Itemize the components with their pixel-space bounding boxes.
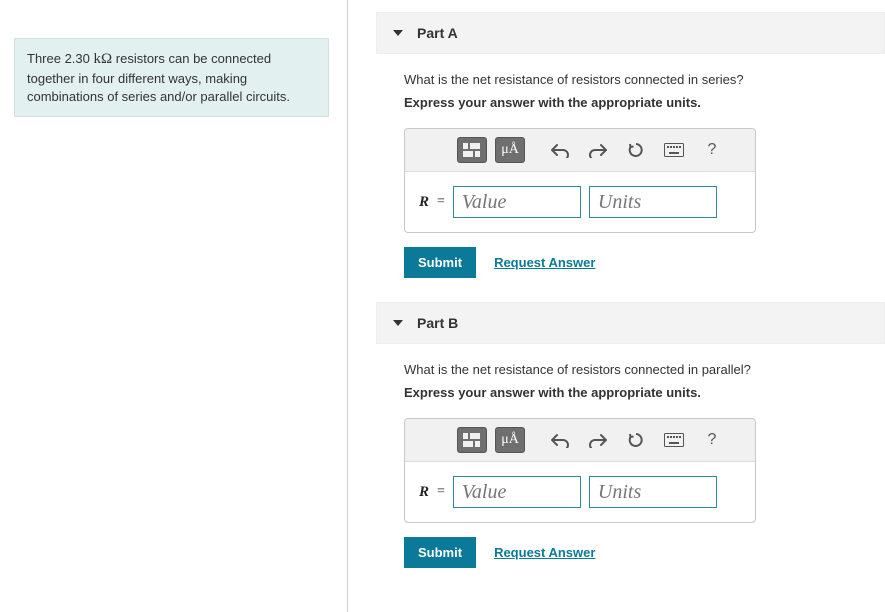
part-a-equals: = (437, 194, 445, 210)
part-a-submit-button[interactable]: Submit (404, 247, 476, 278)
part-b-answer-box: μÅ (404, 418, 756, 523)
keyboard-icon (664, 143, 684, 157)
templates-button[interactable] (457, 427, 487, 453)
part-b-instruction: Express your answer with the appropriate… (404, 385, 885, 400)
page-root: Three 2.30 kΩ resistors can be connected… (0, 0, 885, 612)
part-a-actions: Submit Request Answer (404, 247, 885, 278)
keyboard-button[interactable] (659, 137, 689, 163)
part-a-body: What is the net resistance of resistors … (376, 54, 885, 278)
part-a-title: Part A (417, 25, 458, 41)
part-a-input-row: R = (405, 172, 755, 218)
undo-button[interactable] (545, 427, 575, 453)
undo-icon (551, 142, 569, 158)
keyboard-button[interactable] (659, 427, 689, 453)
reset-icon (628, 142, 644, 158)
part-a: Part A What is the net resistance of res… (376, 12, 885, 278)
part-b-title: Part B (417, 315, 458, 331)
help-button[interactable]: ? (697, 427, 727, 453)
part-b-header[interactable]: Part B (376, 302, 885, 344)
help-button[interactable]: ? (697, 137, 727, 163)
undo-icon (551, 432, 569, 448)
help-icon-label: ? (708, 431, 717, 449)
chevron-down-icon (393, 320, 403, 326)
part-b-question: What is the net resistance of resistors … (404, 362, 885, 377)
undo-button[interactable] (545, 137, 575, 163)
templates-button[interactable] (457, 137, 487, 163)
part-b-equals: = (437, 484, 445, 500)
redo-button[interactable] (583, 427, 613, 453)
part-b-units-input[interactable] (589, 476, 717, 508)
chevron-down-icon (393, 30, 403, 36)
part-a-var-label: R (419, 194, 429, 211)
part-b-body: What is the net resistance of resistors … (376, 344, 885, 568)
problem-text-before: Three 2.30 (27, 51, 94, 66)
help-icon-label: ? (708, 141, 717, 159)
redo-button[interactable] (583, 137, 613, 163)
part-b-toolbar: μÅ (405, 419, 755, 462)
part-b-submit-button[interactable]: Submit (404, 537, 476, 568)
part-a-units-input[interactable] (589, 186, 717, 218)
right-column: Part A What is the net resistance of res… (348, 0, 885, 612)
problem-statement: Three 2.30 kΩ resistors can be connected… (14, 38, 329, 117)
part-b-value-input[interactable] (453, 476, 581, 508)
part-b-input-row: R = (405, 462, 755, 508)
keyboard-icon (664, 433, 684, 447)
redo-icon (589, 142, 607, 158)
left-column: Three 2.30 kΩ resistors can be connected… (0, 0, 348, 612)
part-b-request-answer-link[interactable]: Request Answer (494, 545, 595, 560)
part-b: Part B What is the net resistance of res… (376, 302, 885, 568)
part-a-instruction: Express your answer with the appropriate… (404, 95, 885, 110)
part-a-value-input[interactable] (453, 186, 581, 218)
templates-icon (462, 432, 482, 448)
part-a-toolbar: μÅ (405, 129, 755, 172)
part-a-header[interactable]: Part A (376, 12, 885, 54)
problem-unit-symbol: kΩ (94, 51, 113, 67)
reset-icon (628, 432, 644, 448)
redo-icon (589, 432, 607, 448)
reset-button[interactable] (621, 137, 651, 163)
units-icon-label: μÅ (501, 142, 519, 158)
reset-button[interactable] (621, 427, 651, 453)
part-b-actions: Submit Request Answer (404, 537, 885, 568)
units-button[interactable]: μÅ (495, 427, 525, 453)
part-b-var-label: R (419, 484, 429, 501)
part-a-answer-box: μÅ (404, 128, 756, 233)
part-a-question: What is the net resistance of resistors … (404, 72, 885, 87)
part-a-request-answer-link[interactable]: Request Answer (494, 255, 595, 270)
templates-icon (462, 142, 482, 158)
units-icon-label: μÅ (501, 432, 519, 448)
units-button[interactable]: μÅ (495, 137, 525, 163)
